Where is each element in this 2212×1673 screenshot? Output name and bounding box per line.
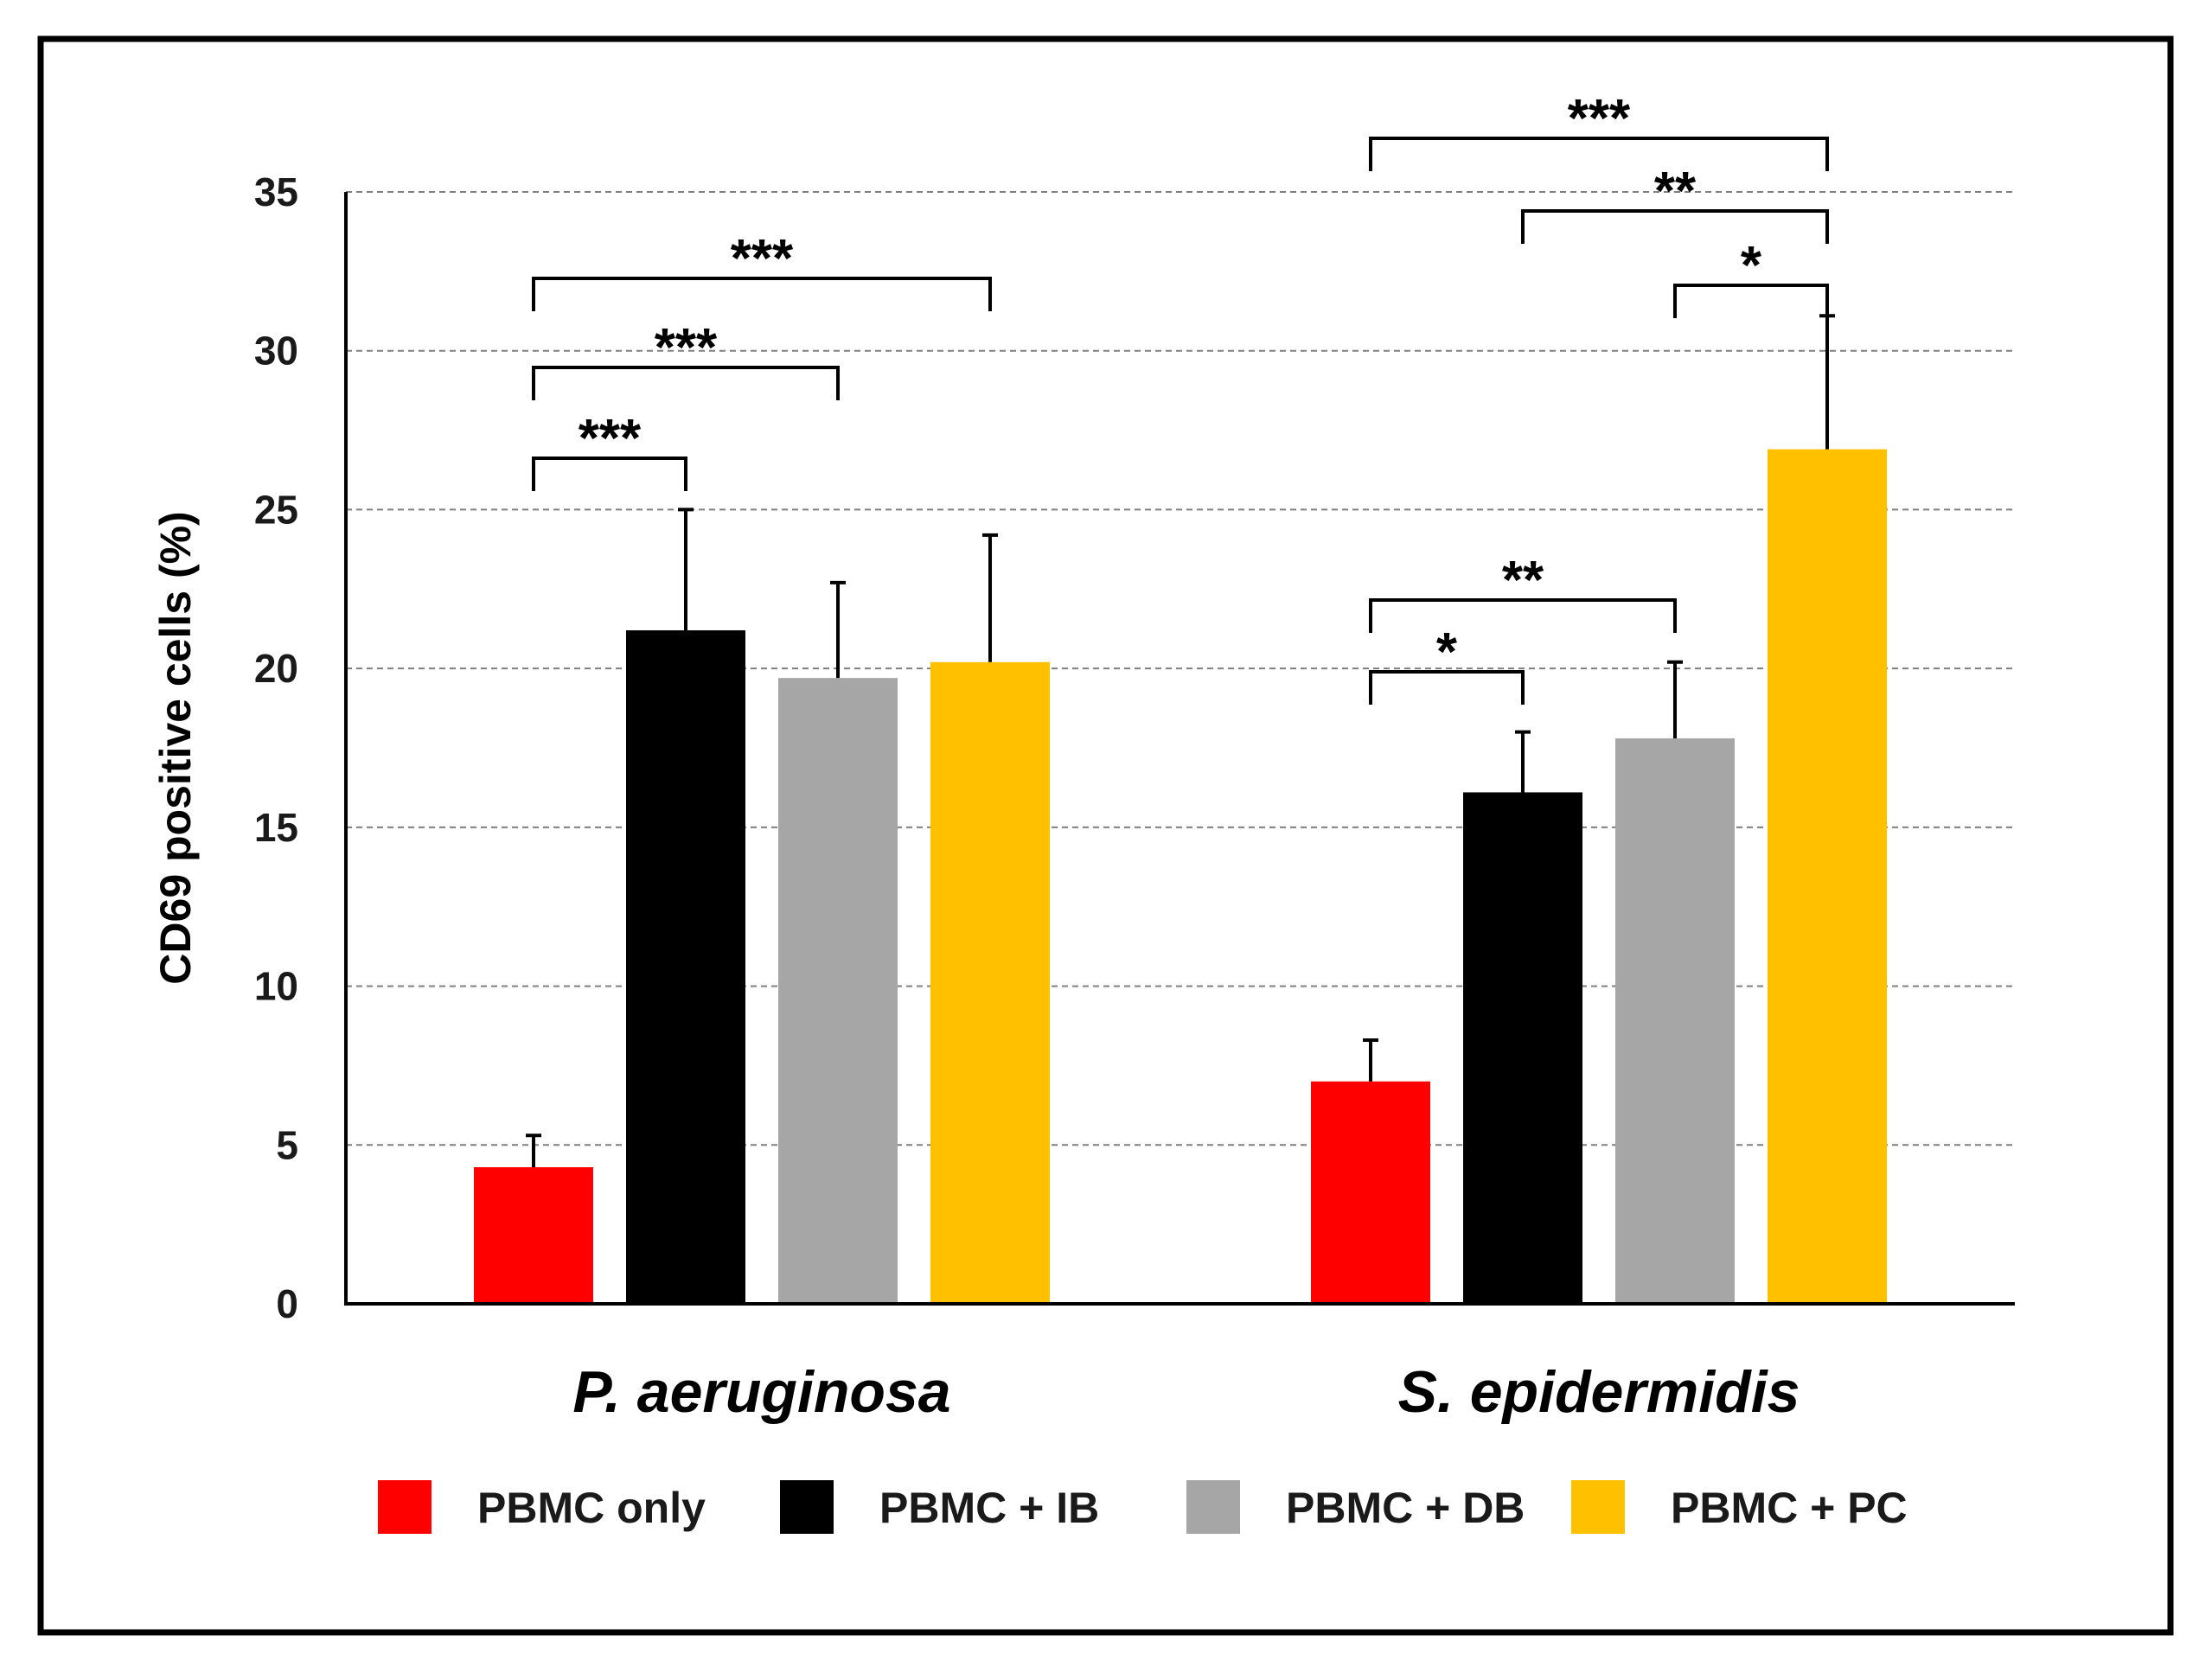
y-tick-label-20: 20 [254, 646, 298, 691]
legend-label-pbmc-pc: PBMC + PC [1671, 1484, 1908, 1532]
y-axis-label: CD69 positive cells (%) [151, 511, 200, 984]
bars [474, 314, 1887, 1304]
significance-label-0: *** [579, 409, 642, 469]
legend: PBMC only PBMC + IB PBMC + DB PBMC + PC [378, 1480, 1908, 1534]
legend-swatch-pbmc-only [378, 1480, 432, 1534]
bar-pbmc-pc-s-epidermidis [1768, 449, 1887, 1304]
significance-label-1: *** [655, 318, 718, 378]
y-tick-labels: 0 5 10 15 20 25 30 35 [254, 169, 298, 1326]
gridlines [346, 191, 2015, 1146]
legend-label-pbmc-only: PBMC only [477, 1484, 706, 1532]
legend-swatch-pbmc-pc [1571, 1480, 1625, 1534]
y-tick-label-15: 15 [254, 805, 298, 850]
significance-label-5: * [1741, 236, 1762, 296]
bar-pbmc-db-p-aeruginosa [778, 678, 898, 1304]
significance-label-6: ** [1654, 162, 1697, 221]
legend-swatch-pbmc-ib [780, 1480, 834, 1534]
significance-bracket-4 [1369, 598, 1677, 633]
y-tick-label-30: 30 [254, 329, 298, 374]
legend-label-pbmc-ib: PBMC + IB [879, 1484, 1099, 1532]
significance-brackets: ****************** [532, 89, 1829, 705]
category-label-p-aeruginosa: P. aeruginosa [572, 1359, 950, 1425]
bar-pbmc-ib-s-epidermidis [1463, 792, 1582, 1304]
axes [344, 192, 2015, 1306]
y-tick-label-25: 25 [254, 487, 298, 532]
significance-bracket-3 [1369, 670, 1525, 705]
y-tick-label-0: 0 [276, 1281, 298, 1326]
significance-bracket-6 [1521, 209, 1829, 244]
y-tick-label-10: 10 [254, 964, 298, 1009]
category-label-s-epidermidis: S. epidermidis [1398, 1359, 1800, 1425]
significance-bracket-1 [532, 366, 840, 400]
significance-label-2: *** [731, 229, 794, 289]
y-tick-label-5: 5 [276, 1122, 298, 1167]
category-labels: P. aeruginosa S. epidermidis [572, 1359, 1800, 1425]
legend-label-pbmc-db: PBMC + DB [1286, 1484, 1525, 1532]
significance-label-4: ** [1502, 551, 1544, 610]
bar-pbmc-db-s-epidermidis [1615, 738, 1735, 1304]
bar-pbmc-pc-p-aeruginosa [930, 661, 1050, 1304]
significance-bracket-7 [1369, 137, 1829, 171]
legend-swatch-pbmc-db [1186, 1480, 1240, 1534]
significance-label-7: *** [1568, 89, 1631, 149]
bar-pbmc-ib-p-aeruginosa [626, 630, 745, 1304]
bar-pbmc-only-s-epidermidis [1311, 1081, 1430, 1304]
bar-pbmc-only-p-aeruginosa [474, 1167, 593, 1304]
significance-bracket-5 [1673, 284, 1829, 318]
y-tick-label-35: 35 [254, 169, 298, 214]
significance-bracket-2 [532, 277, 992, 311]
significance-label-3: * [1436, 623, 1458, 682]
significance-bracket-0 [532, 457, 687, 491]
